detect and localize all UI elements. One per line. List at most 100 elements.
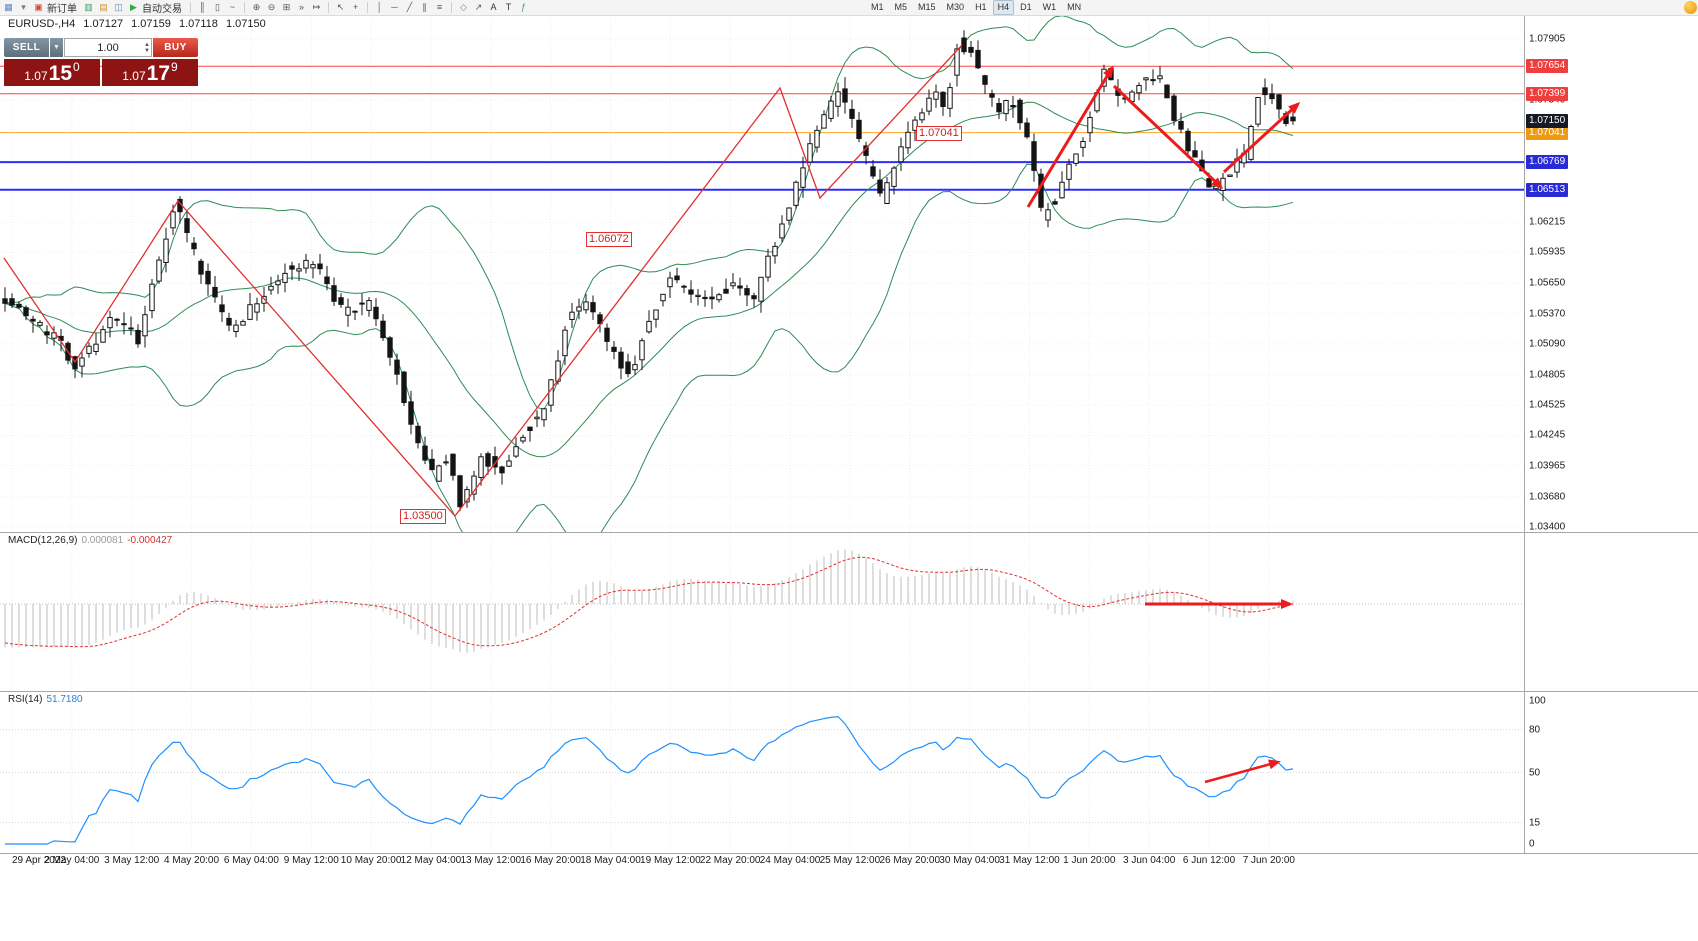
level-price-box: 1.07399: [1526, 86, 1569, 101]
timeframe-d1[interactable]: D1: [1020, 2, 1032, 12]
candle: [93, 343, 99, 353]
trend-arrow: [1112, 84, 1224, 190]
candle: [758, 276, 764, 302]
candle: [870, 166, 876, 177]
volume-value[interactable]: 1.00: [97, 41, 119, 54]
current-price-box: 1.07150: [1526, 113, 1569, 128]
candle: [856, 119, 862, 140]
candle: [79, 357, 85, 367]
candle: [562, 329, 568, 357]
community-icon[interactable]: [1684, 1, 1697, 14]
price-axis[interactable]: 1.079051.073401.062151.059351.056501.053…: [1525, 0, 1698, 867]
candle: [527, 426, 533, 432]
rsi-panel-separator[interactable]: [0, 691, 1698, 692]
data-window-icon[interactable]: ◫: [114, 2, 123, 12]
auto-scroll-icon[interactable]: »: [298, 2, 304, 12]
new-order-button-label[interactable]: 新订单: [47, 4, 77, 15]
rsi-panel[interactable]: [0, 691, 1524, 853]
candlestick-type-icon[interactable]: ▯: [215, 2, 220, 12]
channel-icon[interactable]: ∥: [422, 2, 427, 12]
macd-panel-separator[interactable]: [0, 532, 1698, 533]
candle: [401, 371, 407, 404]
price-tick-label: 1.03680: [1529, 491, 1566, 503]
line-chart-type-icon[interactable]: ~: [229, 2, 236, 12]
timeframe-m1[interactable]: M1: [871, 2, 884, 12]
horizontal-line-icon[interactable]: ─: [391, 2, 398, 12]
candle: [1150, 79, 1156, 82]
price-tick-label: 1.07905: [1529, 33, 1566, 45]
market-watch-icon[interactable]: ▤: [99, 2, 108, 12]
volume-increase-icon[interactable]: ▲: [144, 41, 150, 48]
window-menu-caret-icon[interactable]: ▾: [21, 2, 26, 12]
price-tick-label: 1.04245: [1529, 429, 1566, 441]
rsi-value: 51.7180: [46, 694, 83, 705]
candle: [541, 408, 547, 421]
trendline-icon[interactable]: ╱: [406, 2, 413, 12]
buy-price-tile[interactable]: 1.07 17 9: [102, 59, 198, 86]
candle: [142, 314, 148, 337]
candle: [646, 320, 652, 333]
candle: [947, 87, 953, 109]
candle: [1087, 117, 1093, 134]
trend-arrow: [1026, 65, 1114, 208]
candle: [1276, 94, 1282, 110]
volume-decrease-icon[interactable]: ▼: [144, 47, 150, 54]
date-label: 24 May 04:00: [759, 855, 821, 866]
timeframe-m30[interactable]: M30: [946, 2, 965, 12]
price-callout[interactable]: 1.07041: [916, 126, 962, 141]
timeframe-h1[interactable]: H1: [975, 2, 987, 12]
text-tool-icon[interactable]: A: [490, 2, 497, 12]
price-callout[interactable]: 1.06072: [586, 232, 632, 247]
crosshair-icon[interactable]: +: [352, 2, 359, 12]
candles: [2, 30, 1296, 512]
order-dropdown-caret-icon[interactable]: ▼: [50, 38, 63, 57]
candle: [1227, 174, 1233, 177]
timeframe-w1[interactable]: W1: [1042, 2, 1057, 12]
zoom-out-icon[interactable]: ⊖: [267, 2, 276, 12]
zoom-in-icon[interactable]: ⊕: [252, 2, 261, 12]
sell-price-tile[interactable]: 1.07 15 0: [4, 59, 100, 86]
candle: [842, 88, 848, 103]
volume-field[interactable]: 1.00 ▲ ▼: [64, 38, 152, 57]
price-callout[interactable]: 1.03500: [400, 509, 446, 524]
timeframe-h4[interactable]: H4: [992, 0, 1015, 15]
candle: [660, 293, 666, 302]
rsi-tick-label: 100: [1529, 695, 1546, 707]
timeframe-m5[interactable]: M5: [894, 2, 908, 12]
vertical-line-icon[interactable]: │: [376, 2, 383, 12]
main-chart[interactable]: [0, 15, 1524, 532]
candle: [807, 143, 813, 163]
candle: [744, 288, 750, 296]
time-axis[interactable]: 29 Apr 2022 2 May 04:00 3 May 12:00 4 May 2…: [0, 855, 1524, 867]
timeframe-m15[interactable]: M15: [918, 2, 936, 12]
fibonacci-icon[interactable]: ≡: [436, 2, 443, 12]
timeframe-mn[interactable]: MN: [1067, 2, 1082, 12]
candle: [597, 314, 603, 325]
chart-window-icon[interactable]: ▦: [4, 2, 13, 12]
middle-band: [4, 101, 1294, 458]
buy-button[interactable]: BUY: [153, 38, 198, 57]
charts-grid-icon[interactable]: ▥: [84, 2, 93, 12]
chart-shift-icon[interactable]: ↦: [312, 2, 321, 12]
bar-chart-type-icon[interactable]: ║: [199, 2, 206, 12]
candle: [1031, 141, 1037, 171]
text-label-tool-icon[interactable]: T: [505, 2, 512, 12]
sell-button[interactable]: SELL: [4, 38, 49, 57]
indicators-icon[interactable]: ƒ: [520, 2, 526, 12]
candle: [457, 475, 463, 508]
shapes-icon[interactable]: ◇: [460, 2, 467, 12]
autotrading-button[interactable]: ▶: [130, 2, 137, 12]
candle: [492, 456, 498, 468]
candle: [310, 264, 316, 269]
autotrading-button-label[interactable]: 自动交易: [142, 4, 182, 15]
toolbar-separator: [244, 2, 245, 13]
tile-windows-icon[interactable]: ⊞: [282, 2, 291, 12]
macd-panel[interactable]: [0, 532, 1524, 691]
new-order-button[interactable]: ▣: [34, 2, 43, 12]
arrows-tool-icon[interactable]: ↗: [474, 2, 483, 12]
date-label: 12 May 04:00: [400, 855, 462, 866]
candle: [1255, 97, 1261, 125]
date-label: 3 May 12:00: [104, 855, 160, 866]
cursor-icon[interactable]: ↖: [336, 2, 345, 12]
candle: [1157, 75, 1163, 80]
